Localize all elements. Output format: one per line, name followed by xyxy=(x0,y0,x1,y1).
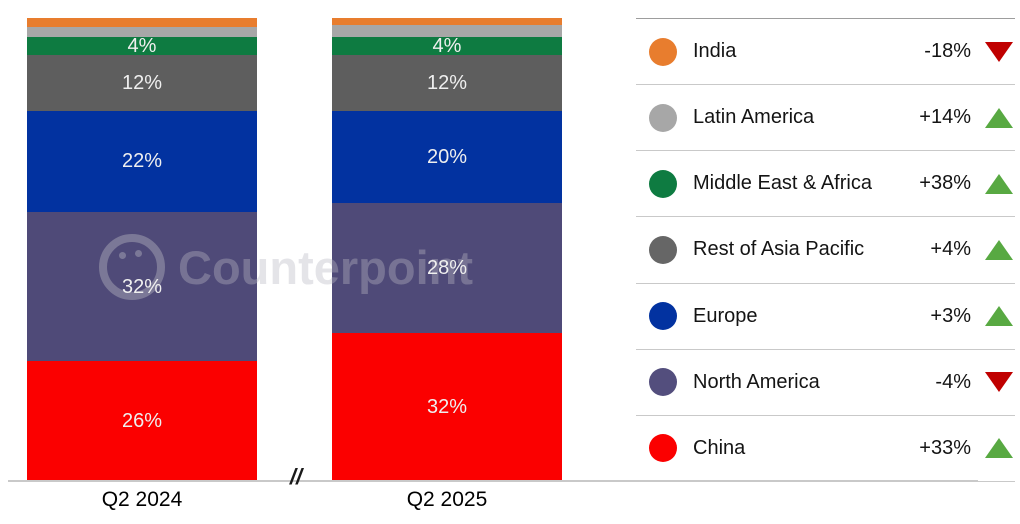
legend-color-swatch xyxy=(649,368,677,397)
trend-up-icon xyxy=(985,438,1013,459)
x-axis-line xyxy=(8,480,978,482)
legend: India -18% Latin America +14% Middle East & … xyxy=(636,18,1015,482)
x-axis-label-q2-2025: Q2 2025 xyxy=(406,488,488,511)
bar-segment-india xyxy=(332,18,562,25)
segment-value-label: 32% xyxy=(426,395,468,418)
bar-segment-middle-east-africa: 4% xyxy=(332,34,562,57)
trend-up-icon xyxy=(985,173,1013,194)
segment-value-label: 32% xyxy=(121,275,163,298)
legend-color-swatch xyxy=(649,37,677,66)
bar-segment-europe: 22% xyxy=(27,110,257,213)
bar-segment-latin-america xyxy=(332,24,562,37)
legend-region-name: Rest of Asia Pacific xyxy=(693,238,865,261)
segment-value-label: 12% xyxy=(426,71,468,94)
legend-change-value: -4% xyxy=(935,370,971,393)
legend-item-india: India -18% xyxy=(636,19,1015,86)
bar-segment-rest-of-asia-pacific: 12% xyxy=(27,55,257,111)
legend-item-latin-america: Latin America +14% xyxy=(636,85,1015,152)
trend-up-icon xyxy=(985,239,1013,260)
legend-color-swatch xyxy=(649,169,677,198)
trend-down-icon xyxy=(985,372,1013,393)
legend-color-swatch xyxy=(649,302,677,331)
legend-color-swatch xyxy=(649,103,677,132)
legend-color-swatch xyxy=(649,434,677,463)
segment-value-label: 4% xyxy=(432,34,462,57)
segment-value-label: 28% xyxy=(426,256,468,279)
legend-change-value: +33% xyxy=(919,436,971,459)
stacked-bar-chart: Counterpoint 4% 12% 22% 32% 26% 4% 12% 20% 28% 32… xyxy=(8,18,978,511)
bar-segment-china: 26% xyxy=(27,360,257,481)
legend-item-europe: Europe +3% xyxy=(636,284,1015,350)
legend-change-value: +3% xyxy=(930,304,971,327)
legend-change-value: +38% xyxy=(919,172,971,195)
trend-down-icon xyxy=(985,41,1013,62)
bar-segment-north-america: 32% xyxy=(27,212,257,361)
legend-region-name: India xyxy=(693,40,737,63)
bar-segment-middle-east-africa: 4% xyxy=(27,34,257,57)
bar-segment-europe: 20% xyxy=(332,110,562,204)
legend-item-rest-of-asia-pacific: Rest of Asia Pacific +4% xyxy=(636,217,1015,284)
legend-color-swatch xyxy=(649,235,677,264)
legend-region-name: North America xyxy=(693,370,820,393)
legend-region-name: Europe xyxy=(693,304,758,327)
segment-value-label: 26% xyxy=(121,409,163,432)
bar-segment-china: 32% xyxy=(332,332,562,481)
bar-segment-latin-america xyxy=(27,27,257,37)
segment-value-label: 4% xyxy=(127,34,157,57)
segment-value-label: 20% xyxy=(426,145,468,168)
legend-change-value: -18% xyxy=(924,40,971,63)
bar-q2-2025: 4% 12% 20% 28% 32% xyxy=(332,18,562,481)
legend-item-middle-east-africa: Middle East & Africa +38% xyxy=(636,151,1015,218)
trend-up-icon xyxy=(985,107,1013,128)
axis-break-mark: // xyxy=(289,464,303,489)
legend-change-value: +4% xyxy=(930,238,971,261)
bar-segment-rest-of-asia-pacific: 12% xyxy=(332,55,562,111)
trend-up-icon xyxy=(985,306,1013,327)
legend-region-name: China xyxy=(693,436,746,459)
x-axis-label-q2-2024: Q2 2024 xyxy=(101,488,183,511)
bar-q2-2024: 4% 12% 22% 32% 26% xyxy=(27,18,257,481)
legend-item-north-america: North America -4% xyxy=(636,350,1015,416)
legend-region-name: Latin America xyxy=(693,106,815,129)
legend-region-name: Middle East & Africa xyxy=(693,172,872,195)
legend-change-value: +14% xyxy=(919,106,971,129)
legend-item-china: China +33% xyxy=(636,416,1015,482)
segment-value-label: 22% xyxy=(121,150,163,173)
segment-value-label: 12% xyxy=(121,71,163,94)
bar-segment-north-america: 28% xyxy=(332,203,562,333)
bar-segment-india xyxy=(27,18,257,28)
